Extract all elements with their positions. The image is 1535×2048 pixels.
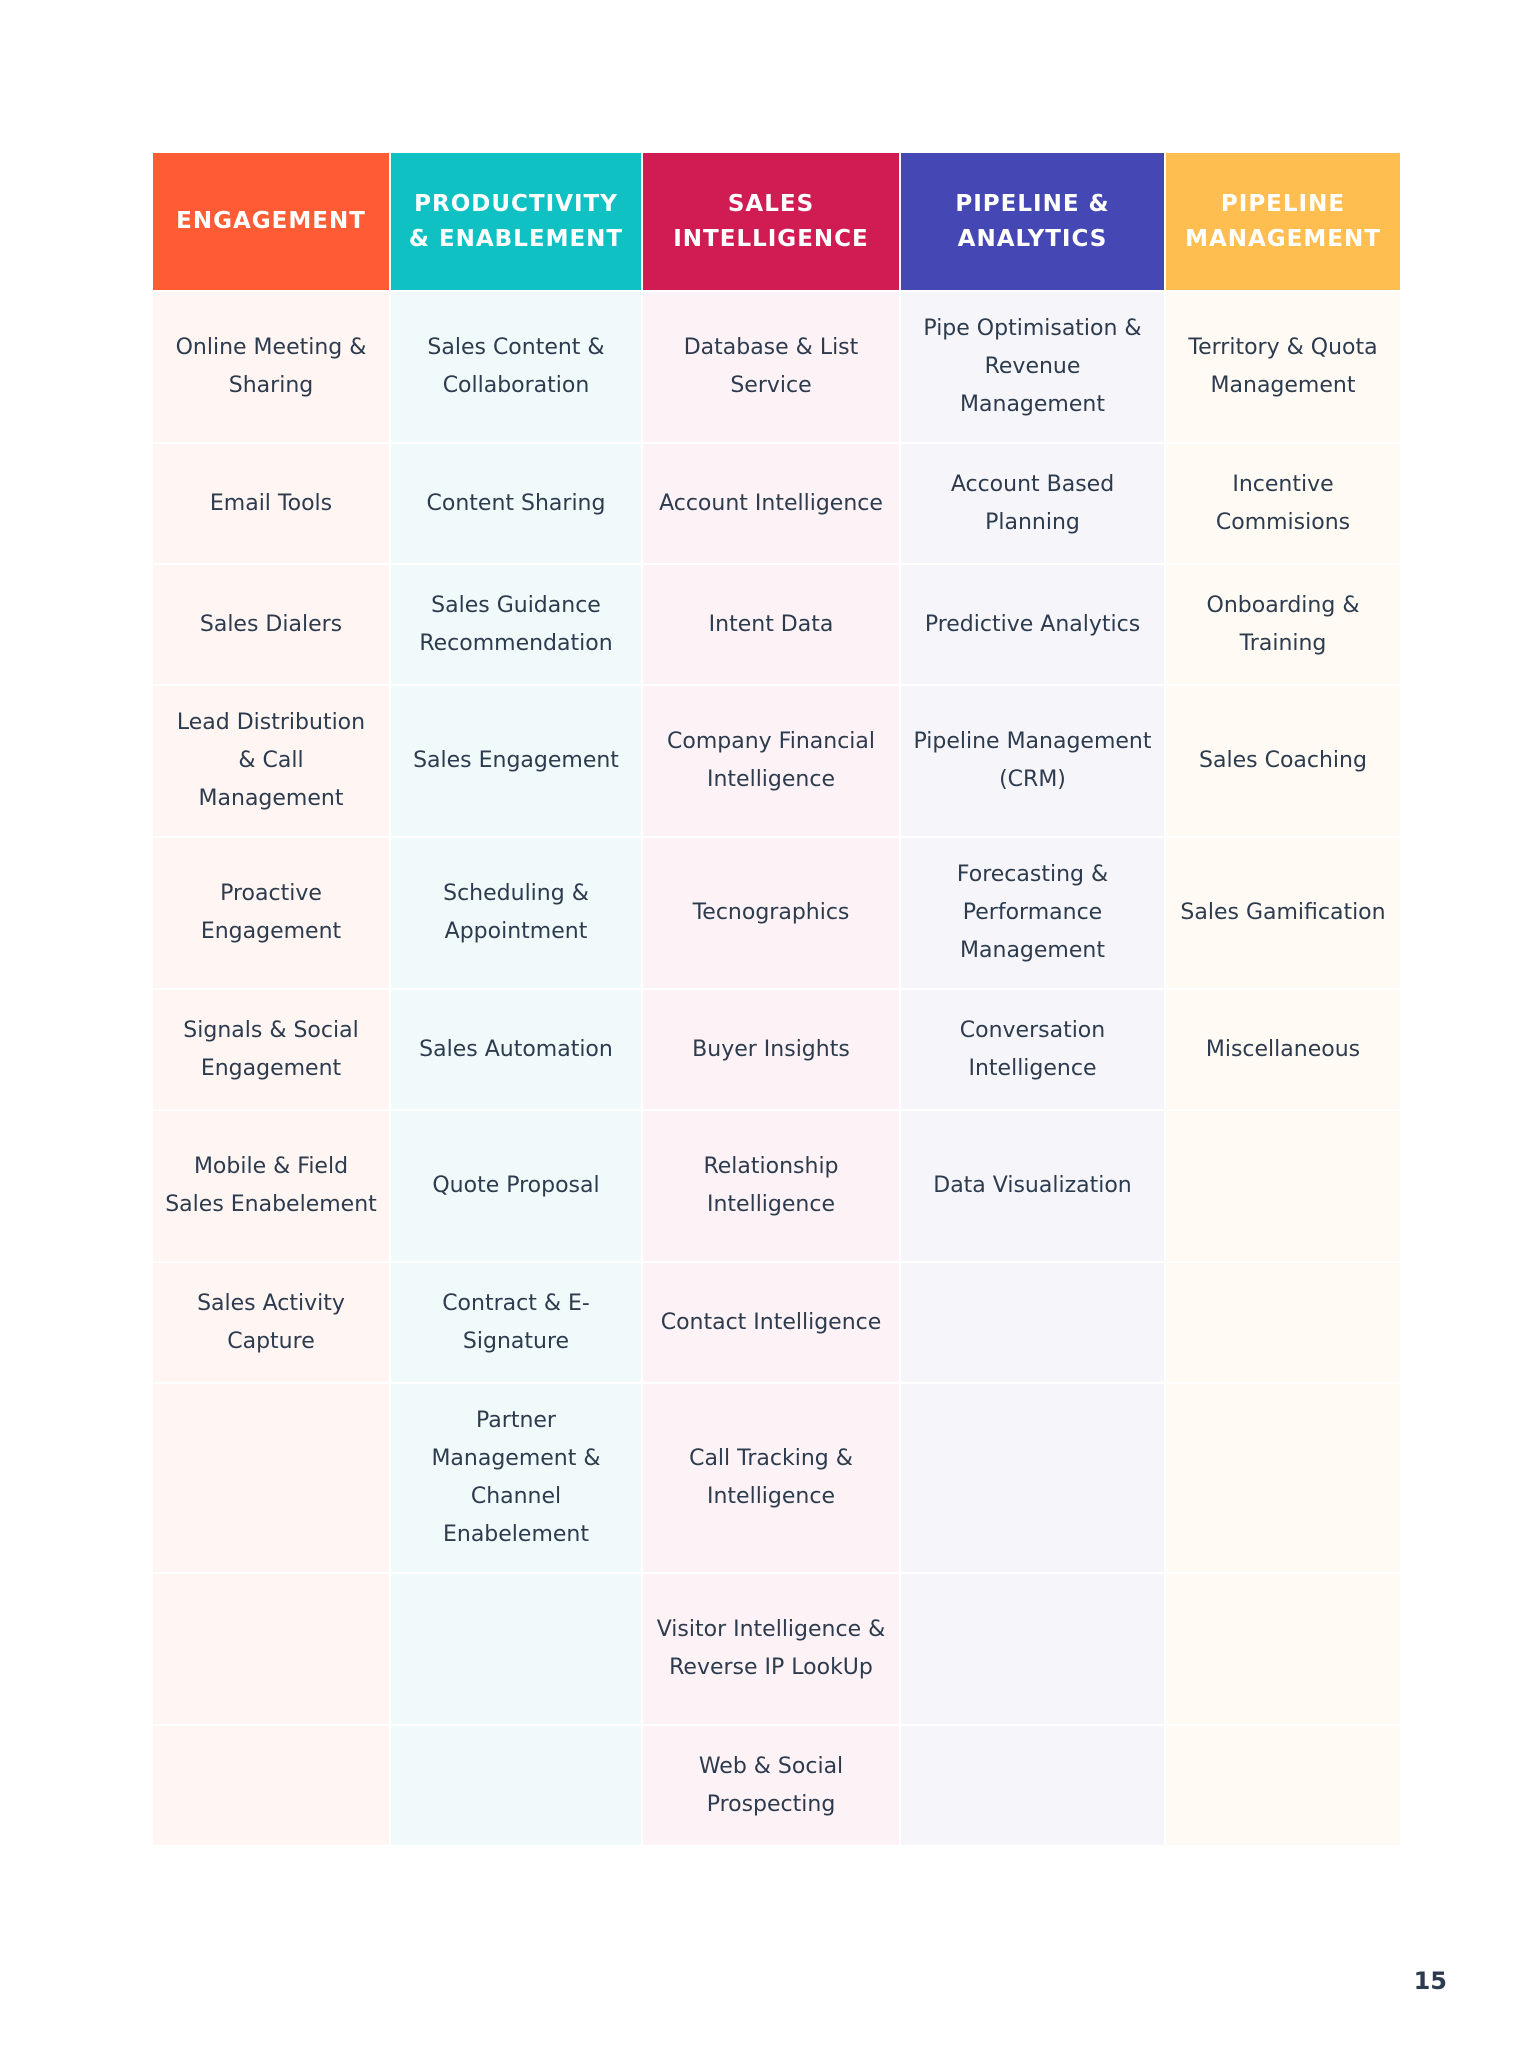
table-cell: Web & Social Prospecting (643, 1724, 901, 1845)
table-cell: Sales Engagement (391, 684, 643, 836)
table-cell: Conversation Intelligence (901, 988, 1166, 1109)
header-sales-intelligence: SALES INTELLIGENCE (643, 153, 901, 290)
table-cell: Territory & Quota Management (1166, 290, 1400, 442)
table-cell: Buyer Insights (643, 988, 901, 1109)
table-row: Signals & Social Engagement Sales Automa… (153, 988, 1400, 1109)
table-cell: Intent Data (643, 563, 901, 684)
table-row: Lead Distribution & Call Management Sale… (153, 684, 1400, 836)
table-cell (391, 1572, 643, 1724)
table-row: Online Meeting & Sharing Sales Content &… (153, 290, 1400, 442)
table-cell (901, 1572, 1166, 1724)
table-cell (901, 1261, 1166, 1382)
table-row: Proactive Engagement Scheduling & Appoin… (153, 836, 1400, 988)
table-cell: Partner Management & Channel Enabelement (391, 1382, 643, 1572)
table-cell: Data Visualization (901, 1109, 1166, 1261)
table-cell: Sales Automation (391, 988, 643, 1109)
table-cell: Predictive Analytics (901, 563, 1166, 684)
table-cell (153, 1724, 391, 1845)
header-productivity-enablement: PRODUCTIVITY & ENABLEMENT (391, 153, 643, 290)
page-number: 15 (1413, 1967, 1447, 1995)
table-cell (1166, 1109, 1400, 1261)
table-cell: Scheduling & Appointment (391, 836, 643, 988)
table-cell (901, 1382, 1166, 1572)
table-row: Sales Activity Capture Contract & E-Sign… (153, 1261, 1400, 1382)
table-cell: Sales Coaching (1166, 684, 1400, 836)
table-cell: Onboarding & Training (1166, 563, 1400, 684)
table-cell: Sales Content & Collaboration (391, 290, 643, 442)
table-cell (1166, 1572, 1400, 1724)
table-cell: Email Tools (153, 442, 391, 563)
table-cell: Signals & Social Engagement (153, 988, 391, 1109)
table-cell (153, 1572, 391, 1724)
table-cell: Incentive Commisions (1166, 442, 1400, 563)
table-cell: Mobile & Field Sales Enabelement (153, 1109, 391, 1261)
table-cell (1166, 1724, 1400, 1845)
table-cell: Miscellaneous (1166, 988, 1400, 1109)
table-cell: Quote Proposal (391, 1109, 643, 1261)
table-row: Sales Dialers Sales Guidance Recommendat… (153, 563, 1400, 684)
table-cell: Account Intelligence (643, 442, 901, 563)
table-cell (391, 1724, 643, 1845)
header-row: ENGAGEMENT PRODUCTIVITY & ENABLEMENT SAL… (153, 153, 1400, 290)
table-cell: Sales Dialers (153, 563, 391, 684)
table-cell: Online Meeting & Sharing (153, 290, 391, 442)
table-cell: Sales Guidance Recommendation (391, 563, 643, 684)
table-cell: Account Based Planning (901, 442, 1166, 563)
table-cell (1166, 1261, 1400, 1382)
table-cell: Tecnographics (643, 836, 901, 988)
table-cell (153, 1382, 391, 1572)
table-cell: Company Financial Intelligence (643, 684, 901, 836)
table-cell: Contact Intelligence (643, 1261, 901, 1382)
table-row: Mobile & Field Sales Enabelement Quote P… (153, 1109, 1400, 1261)
table-row: Visitor Intelligence & Reverse IP LookUp (153, 1572, 1400, 1724)
table-row: Email Tools Content Sharing Account Inte… (153, 442, 1400, 563)
header-engagement: ENGAGEMENT (153, 153, 391, 290)
table-cell (1166, 1382, 1400, 1572)
table-cell: Contract & E-Signature (391, 1261, 643, 1382)
header-pipeline-analytics: PIPELINE & ANALYTICS (901, 153, 1166, 290)
table-cell: Proactive Engagement (153, 836, 391, 988)
table-cell: Pipeline Management (CRM) (901, 684, 1166, 836)
header-pipeline-management: PIPELINE MANAGEMENT (1166, 153, 1400, 290)
table-cell: Relationship Intelligence (643, 1109, 901, 1261)
table-cell: Visitor Intelligence & Reverse IP LookUp (643, 1572, 901, 1724)
table-cell (901, 1724, 1166, 1845)
category-table: ENGAGEMENT PRODUCTIVITY & ENABLEMENT SAL… (153, 153, 1400, 1845)
table-cell: Database & List Service (643, 290, 901, 442)
table-cell: Lead Distribution & Call Management (153, 684, 391, 836)
table-cell: Pipe Optimisation & Revenue Management (901, 290, 1166, 442)
table-cell: Forecasting & Performance Management (901, 836, 1166, 988)
table-cell: Sales Gamification (1166, 836, 1400, 988)
table-cell: Call Tracking & Intelligence (643, 1382, 901, 1572)
table-cell: Content Sharing (391, 442, 643, 563)
table-row: Partner Management & Channel Enabelement… (153, 1382, 1400, 1572)
table-row: Web & Social Prospecting (153, 1724, 1400, 1845)
table-cell: Sales Activity Capture (153, 1261, 391, 1382)
